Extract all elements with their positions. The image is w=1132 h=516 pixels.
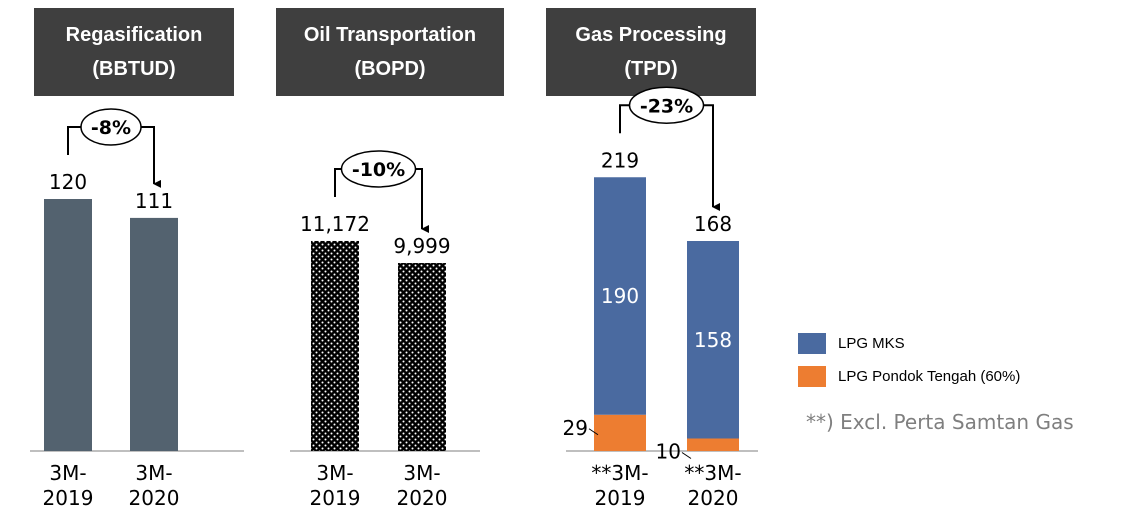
bar-segment-lpg-mks: [594, 177, 646, 415]
bar-segment-lpg-mks: [687, 241, 739, 439]
header-gas-processing: Gas Processing (TPD): [546, 8, 756, 96]
data-label: 11,172: [300, 212, 370, 236]
category-label-line2: 2019: [310, 486, 361, 510]
total-label: 219: [601, 148, 639, 172]
header-unit: (BBTUD): [92, 58, 176, 80]
header-title: Oil Transportation: [303, 24, 477, 46]
category-label-line1: 3M-: [316, 461, 353, 485]
data-label: 9,999: [393, 234, 450, 258]
change-label: -23%: [640, 95, 693, 117]
total-label: 168: [694, 212, 732, 236]
change-oval: [80, 108, 142, 146]
legend-swatch-lpg-mks: [798, 333, 826, 354]
change-connector-left: [334, 167, 342, 197]
category-label-line1: **3M-: [591, 461, 648, 485]
category-label-line2: 2020: [129, 486, 180, 510]
segment-label-lpg-mks: 158: [694, 328, 732, 352]
category-label-line2: 2019: [43, 486, 94, 510]
header-unit: (TPD): [624, 58, 678, 80]
bar: [398, 263, 446, 451]
footnote: **) Excl. Perta Samtan Gas: [806, 410, 1074, 434]
header-title: Gas Processing: [575, 24, 727, 46]
bar: [311, 240, 359, 451]
change-oval: [628, 86, 705, 124]
header-oil-transportation: Oil Transportation (BOPD): [276, 8, 504, 96]
category-label-line1: 3M-: [135, 461, 172, 485]
bar-charts: 1203M-20191113M-2020-8%11,1723M-20199,99…: [30, 86, 758, 510]
segment-label-lpg-pondok-tengah: 29: [563, 416, 588, 440]
category-label-line1: 3M-: [49, 461, 86, 485]
segment-label-lpg-mks: 190: [601, 284, 639, 308]
category-label-line2: 2019: [595, 486, 646, 510]
bar-segment-lpg-pondok-tengah: [594, 414, 646, 451]
bar-segment-lpg-pondok-tengah: [687, 438, 739, 451]
segment-label-leader: [588, 428, 599, 436]
change-label: -8%: [91, 117, 131, 139]
category-label-line2: 2020: [397, 486, 448, 510]
change-arrow: [415, 167, 429, 234]
header-unit: (BOPD): [354, 58, 426, 80]
category-label-line1: **3M-: [684, 461, 741, 485]
change-connector-left: [67, 126, 81, 155]
data-label: 120: [49, 170, 87, 194]
segment-label-lpg-pondok-tengah: 10: [656, 440, 681, 464]
legend-swatch-lpg-pondok-tengah: [798, 366, 826, 387]
bar: [130, 217, 178, 451]
change-label: -10%: [352, 159, 405, 181]
change-arrow: [141, 126, 161, 188]
header-title: Regasification: [65, 24, 203, 46]
change-oval: [340, 150, 417, 188]
segment-label-leader: [681, 452, 692, 459]
category-label-line2: 2020: [688, 486, 739, 510]
legend-label-lpg-mks: LPG MKS: [838, 335, 905, 352]
change-connector-left: [619, 104, 630, 134]
change-arrow: [703, 104, 720, 211]
category-label-line1: 3M-: [403, 461, 440, 485]
bar: [44, 199, 92, 451]
data-label: 111: [135, 189, 173, 213]
header-regasification: Regasification (BBTUD): [34, 8, 234, 96]
legend-label-lpg-pondok-tengah: LPG Pondok Tengah (60%): [838, 368, 1021, 385]
